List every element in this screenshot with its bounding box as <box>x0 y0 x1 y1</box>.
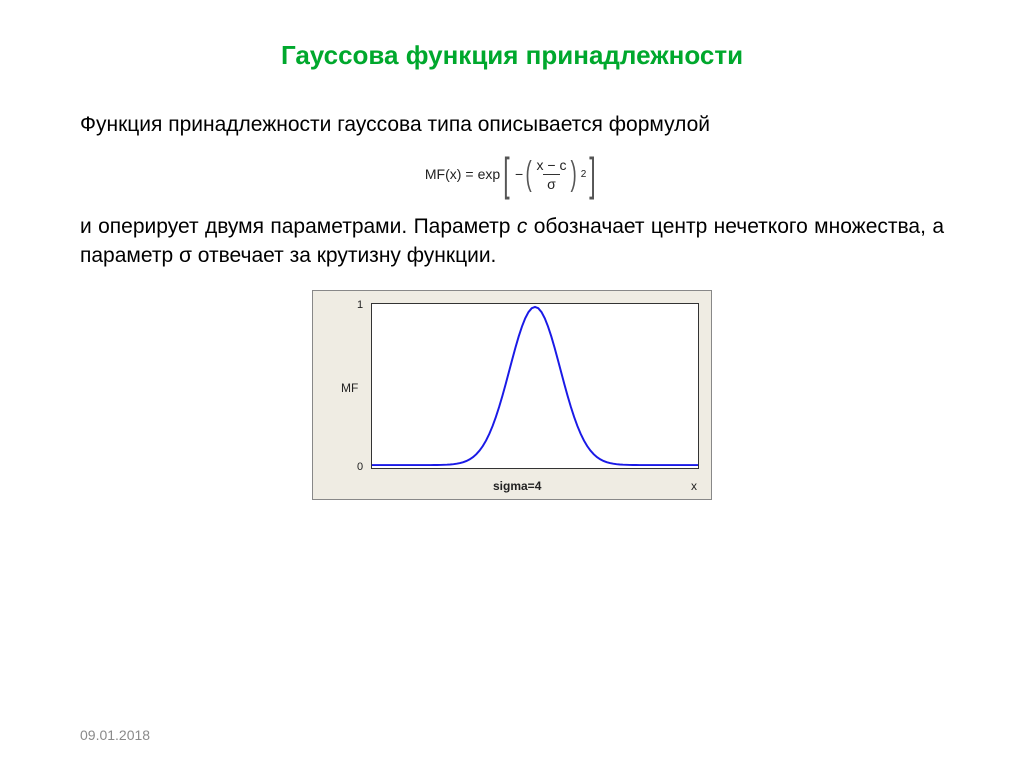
paragraph-2: и оперирует двумя параметрами. Параметр … <box>80 213 944 270</box>
formula-eq: = <box>465 166 473 182</box>
formula-fraction: x − c σ <box>534 158 568 191</box>
paragraph-1: Функция принадлежности гауссова типа опи… <box>80 111 944 139</box>
plot-area <box>371 303 699 469</box>
page-title: Гауссова функция принадлежности <box>80 40 944 71</box>
formula-lhs: MF(x) <box>425 166 462 182</box>
bracket-right: ] <box>590 151 596 197</box>
formula-denominator: σ <box>543 174 560 191</box>
y-axis-label: MF <box>341 381 358 395</box>
footer-date: 09.01.2018 <box>80 727 150 743</box>
p2-part3: отвечает за крутизну функции. <box>192 244 496 267</box>
formula-exponent: 2 <box>581 169 587 180</box>
paren-right: ) <box>571 157 577 191</box>
gaussian-curve <box>372 304 698 468</box>
x-axis-label-bottom: sigma=4 <box>493 479 541 493</box>
formula: MF(x) = exp [ − ( x − c σ ) 2 ] <box>80 151 944 197</box>
bracket-left: [ <box>503 151 509 197</box>
formula-numerator: x − c <box>534 158 568 174</box>
formula-fn: exp <box>478 166 501 182</box>
p2-sigma: σ <box>179 244 192 267</box>
ytick-0: 0 <box>357 461 363 473</box>
p2-c: c <box>517 215 528 238</box>
paren-left: ( <box>526 157 532 191</box>
p2-part1: и оперирует двумя параметрами. Параметр <box>80 215 517 238</box>
x-axis-label-right: x <box>691 479 697 493</box>
ytick-1: 1 <box>357 299 363 311</box>
gaussian-chart: 1 0 MF sigma=4 x <box>312 290 712 500</box>
formula-minus: − <box>515 166 523 182</box>
